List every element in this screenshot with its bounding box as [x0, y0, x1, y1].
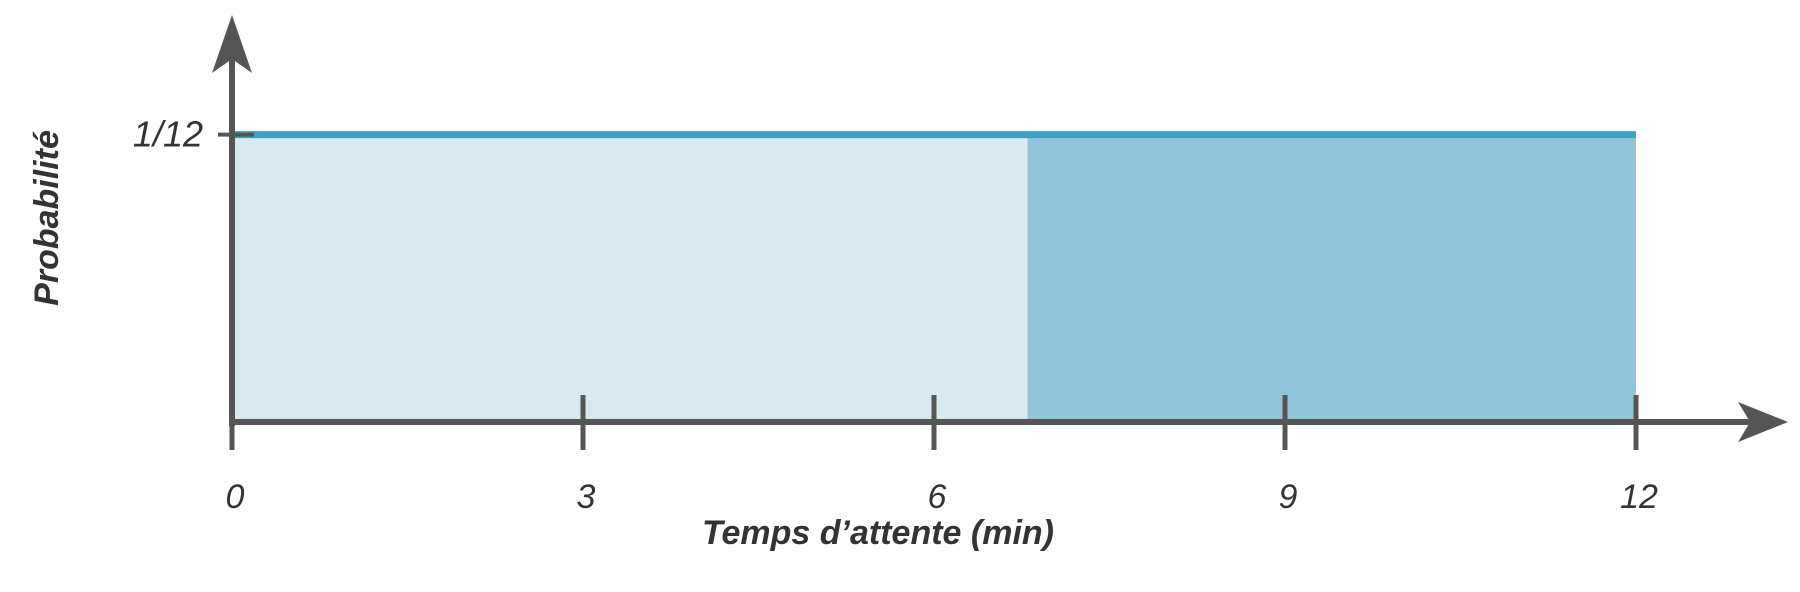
- x-axis-arrow: [1738, 402, 1789, 442]
- x-tick-label: 3: [577, 478, 596, 516]
- x-axis-label: Temps d’attente (min): [702, 514, 1054, 552]
- x-tick-label: 9: [1279, 478, 1298, 516]
- y-axis-arrow: [212, 15, 252, 73]
- x-tick-label: 0: [226, 478, 245, 516]
- y-tick-label: 1/12: [133, 114, 203, 155]
- highlight-area: [1027, 134, 1636, 422]
- x-tick-label: 12: [1620, 478, 1658, 516]
- x-tick-label: 6: [928, 478, 947, 516]
- y-axis-label: Probabilité: [28, 130, 66, 306]
